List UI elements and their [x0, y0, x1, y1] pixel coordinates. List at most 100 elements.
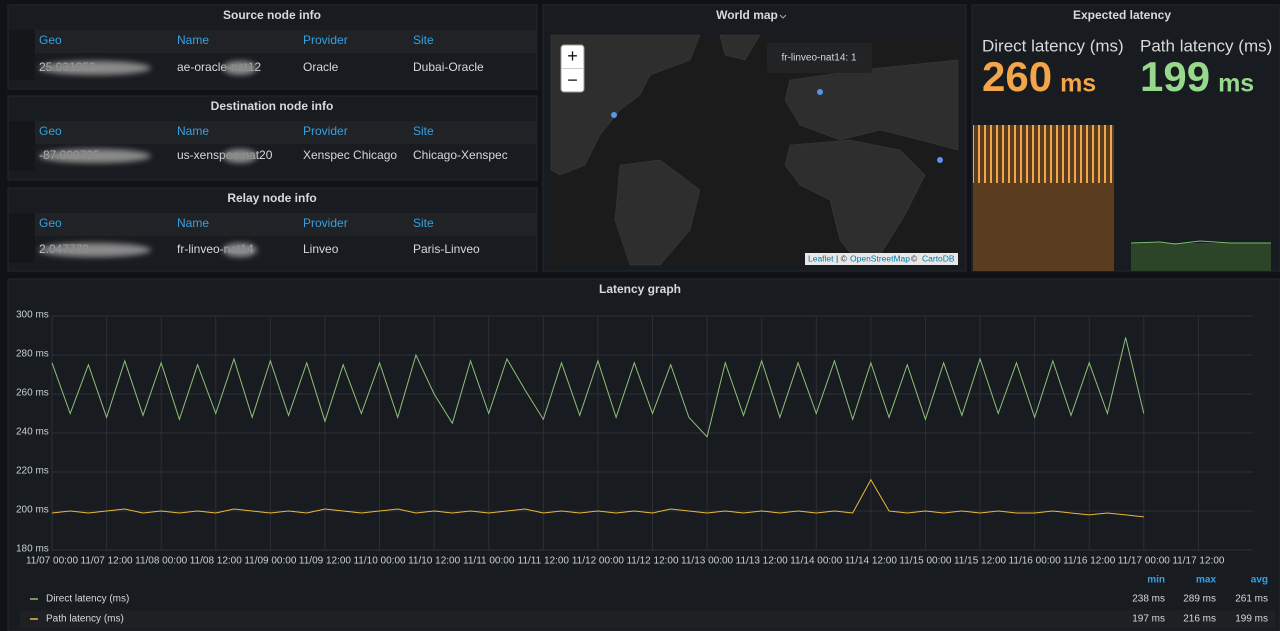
- stat-unit: ms: [1218, 70, 1254, 98]
- legend-stat: 197 ms: [1132, 614, 1165, 625]
- x-tick-label: 11/16 12:00: [1063, 556, 1116, 567]
- panel-title: Destination node info: [211, 99, 334, 113]
- x-tick-label: 11/07 12:00: [81, 556, 134, 567]
- y-tick-label: 300 ms: [16, 310, 49, 321]
- column-header[interactable]: Geo: [39, 124, 62, 138]
- sparkline-direct: [973, 183, 1114, 271]
- table-cell: Dubai-Oracle: [413, 60, 484, 74]
- sparkline-direct: [973, 125, 1114, 183]
- stat-label: Path latency (ms): [1140, 36, 1272, 55]
- panel-title[interactable]: World map: [716, 8, 778, 22]
- attribution: ©: [911, 253, 918, 263]
- x-tick-label: 11/10 00:00: [353, 556, 406, 567]
- series-line: [51, 478, 1144, 518]
- map-marker[interactable]: [817, 89, 823, 95]
- table-cell: Chicago-Xenspec: [413, 148, 508, 162]
- sparkline-path: [1131, 243, 1271, 271]
- dropdown-caret: [779, 14, 787, 19]
- legend-header[interactable]: min: [1147, 575, 1165, 586]
- stat-unit: ms: [1060, 70, 1096, 98]
- x-tick-label: 11/08 12:00: [190, 556, 243, 567]
- map-tooltip: [767, 43, 872, 73]
- legend-stat: 199 ms: [1235, 614, 1268, 625]
- x-tick-label: 11/14 00:00: [790, 556, 843, 567]
- stat-label: Direct latency (ms): [982, 36, 1124, 55]
- table-cell: Linveo: [303, 242, 339, 256]
- column-header[interactable]: Provider: [303, 124, 348, 138]
- table-cell: Paris-Linveo: [413, 242, 480, 256]
- legend-header[interactable]: avg: [1251, 575, 1268, 586]
- legend-header[interactable]: max: [1196, 575, 1216, 586]
- x-tick-label: 11/17 00:00: [1118, 556, 1171, 567]
- legend-label[interactable]: Path latency (ms): [46, 614, 124, 625]
- x-tick-label: 11/17 12:00: [1172, 556, 1225, 567]
- redaction: [223, 61, 257, 75]
- column-header[interactable]: Geo: [39, 216, 62, 230]
- sparkline-path: [1130, 240, 1271, 245]
- column-header[interactable]: Name: [177, 216, 209, 230]
- column-header[interactable]: Site: [413, 124, 434, 138]
- y-tick-label: 200 ms: [16, 505, 49, 516]
- map-tooltip: fr-linveo-nat14: 1: [781, 53, 856, 64]
- panel-title: Source node info: [223, 8, 321, 22]
- column-header[interactable]: Site: [413, 33, 434, 47]
- legend-stat: 238 ms: [1132, 594, 1165, 605]
- stat-value: 260: [982, 53, 1052, 100]
- x-tick-label: 11/10 12:00: [408, 556, 461, 567]
- column-header[interactable]: Site: [413, 216, 434, 230]
- row-handle: [9, 213, 35, 263]
- table-cell: Oracle: [303, 60, 339, 74]
- attribution-box: [805, 253, 958, 265]
- redaction: [39, 243, 151, 257]
- y-tick-label: 280 ms: [16, 349, 49, 360]
- x-tick-label: 11/07 00:00: [26, 556, 79, 567]
- map-marker[interactable]: [611, 112, 617, 118]
- x-tick-label: 11/15 00:00: [899, 556, 952, 567]
- column-header[interactable]: Geo: [39, 33, 62, 47]
- panel: [7, 278, 1280, 631]
- zoom-in[interactable]: +: [567, 46, 578, 66]
- legend-row-bg: [20, 610, 1275, 628]
- x-tick-label: 11/13 00:00: [681, 556, 734, 567]
- x-tick-label: 11/15 12:00: [954, 556, 1007, 567]
- column-header[interactable]: Name: [177, 124, 209, 138]
- table-header: [9, 213, 536, 236]
- column-header[interactable]: Provider: [303, 216, 348, 230]
- panel-title: Expected latency: [1073, 8, 1171, 22]
- column-header[interactable]: Provider: [303, 33, 348, 47]
- x-tick-label: 11/12 12:00: [626, 556, 679, 567]
- legend-label[interactable]: Direct latency (ms): [46, 594, 129, 605]
- series-line: [51, 337, 1145, 438]
- legend-stat: 261 ms: [1235, 594, 1268, 605]
- redaction: [223, 149, 257, 163]
- x-tick-label: 11/08 00:00: [135, 556, 188, 567]
- zoom-out[interactable]: −: [567, 70, 578, 90]
- column-header[interactable]: Name: [177, 33, 209, 47]
- x-tick-label: 11/09 00:00: [244, 556, 297, 567]
- y-tick-label: 260 ms: [16, 388, 49, 399]
- attribution[interactable]: OpenStreetMap: [850, 253, 910, 263]
- y-tick-label: 220 ms: [16, 466, 49, 477]
- row-handle: [9, 30, 35, 80]
- y-tick-label: 180 ms: [16, 544, 49, 555]
- stat-value: 199: [1140, 53, 1210, 100]
- x-tick-label: 11/12 00:00: [572, 556, 625, 567]
- row-handle: [9, 121, 35, 171]
- table-header: [9, 121, 536, 144]
- map-marker[interactable]: [937, 157, 943, 163]
- table-cell: Xenspec Chicago: [303, 148, 397, 162]
- table-header: [9, 30, 536, 53]
- panel-title: Latency graph: [599, 282, 681, 296]
- attribution[interactable]: Leaflet: [808, 253, 834, 263]
- attribution[interactable]: CartoDB: [922, 253, 955, 263]
- x-tick-label: 11/16 00:00: [1009, 556, 1062, 567]
- y-tick-label: 240 ms: [16, 427, 49, 438]
- x-tick-label: 11/14 12:00: [845, 556, 898, 567]
- x-tick-label: 11/11 00:00: [463, 556, 515, 567]
- x-tick-label: 11/11 12:00: [518, 556, 570, 567]
- map-land: [550, 34, 959, 266]
- legend-stat: 216 ms: [1183, 614, 1216, 625]
- redaction: [223, 243, 257, 257]
- x-tick-label: 11/09 12:00: [299, 556, 352, 567]
